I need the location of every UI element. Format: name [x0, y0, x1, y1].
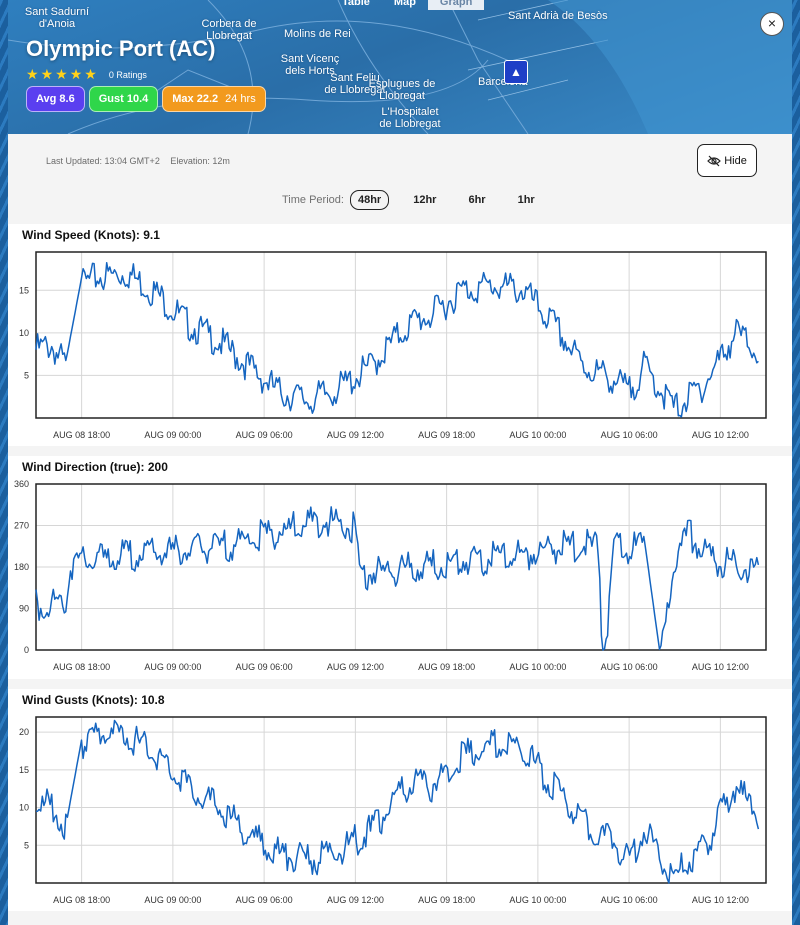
- chart-title: Wind Direction (true): 200: [22, 460, 168, 474]
- series-line: [35, 719, 760, 884]
- wind-direction-section: Wind Direction (true): 200 AUG 08 18:00 A…: [8, 456, 792, 679]
- map-label: Molins de Rei: [284, 28, 351, 40]
- x-tick-label: AUG 08 18:00: [53, 895, 110, 905]
- x-tick-label: AUG 09 00:00: [144, 895, 201, 905]
- tab-table[interactable]: Table: [342, 0, 370, 8]
- chart-title: Wind Gusts (Knots): 10.8: [22, 693, 165, 707]
- wind-direction-chart[interactable]: AUG 08 18:00 AUG 09 00:00 AUG 09 06:00 AUG …: [8, 456, 792, 679]
- plot-frame: [35, 251, 767, 419]
- x-tick-label: AUG 10 00:00: [509, 430, 566, 440]
- x-tick-label: AUG 09 06:00: [236, 895, 293, 905]
- y-tick-label: 0: [24, 645, 29, 655]
- y-tick-label: 15: [19, 285, 29, 295]
- last-updated: Last Updated: 13:04 GMT+2: [46, 156, 160, 166]
- x-tick-label: AUG 10 12:00: [692, 895, 749, 905]
- y-tick-label: 5: [24, 840, 29, 850]
- elevation: Elevation: 12m: [170, 156, 230, 166]
- y-tick-label: 5: [24, 370, 29, 380]
- time-period-selector: Time Period: 48hr 12hr 6hr 1hr: [282, 190, 543, 210]
- view-tabs: Table Map Graph: [330, 0, 485, 10]
- plot-frame: [35, 716, 767, 884]
- wind-arrow-icon[interactable]: ▲: [504, 60, 528, 84]
- station-meta: Last Updated: 13:04 GMT+2 Elevation: 12m: [46, 156, 230, 166]
- map-label: Sant Feliu de Llobregat: [324, 72, 386, 96]
- max-badge: Max 22.2 24 hrs: [162, 86, 266, 112]
- series-line: [35, 261, 759, 418]
- star-icon[interactable]: ★: [69, 66, 83, 82]
- x-tick-label: AUG 09 00:00: [144, 662, 201, 672]
- x-tick-label: AUG 09 18:00: [418, 662, 475, 672]
- x-tick-label: AUG 10 06:00: [601, 662, 658, 672]
- max-period: 24 hrs: [225, 93, 256, 105]
- map-label: Corbera de Llobregat: [201, 18, 257, 42]
- map-label: L'Hospitalet de Llobregat: [379, 106, 441, 130]
- y-tick-label: 360: [14, 479, 29, 489]
- x-tick-label: AUG 09 12:00: [327, 430, 384, 440]
- tab-map[interactable]: Map: [393, 0, 416, 8]
- divider: [8, 679, 792, 689]
- x-tick-label: AUG 10 06:00: [601, 430, 658, 440]
- x-tick-label: AUG 09 06:00: [236, 430, 293, 440]
- wind-speed-chart[interactable]: AUG 08 18:00 AUG 09 00:00 AUG 09 06:00 AUG …: [8, 224, 792, 446]
- star-icon[interactable]: ★: [55, 66, 68, 82]
- star-icon[interactable]: ★: [26, 66, 39, 82]
- y-tick-label: 10: [19, 803, 29, 813]
- tab-graph[interactable]: Graph: [427, 0, 485, 10]
- wind-gusts-section: Wind Gusts (Knots): 10.8 AUG 08 18:00 AUG…: [8, 689, 792, 911]
- x-tick-label: AUG 09 18:00: [418, 895, 475, 905]
- eye-off-icon: [707, 155, 722, 166]
- station-title: Olympic Port (AC): [26, 36, 216, 61]
- plot-frame: [35, 483, 767, 651]
- map-header[interactable]: Table Map Graph Sant Sadurní d'Anoia Cor…: [8, 0, 792, 134]
- x-tick-label: AUG 09 06:00: [236, 662, 293, 672]
- x-tick-label: AUG 10 00:00: [509, 662, 566, 672]
- time-period-label: Time Period:: [282, 194, 344, 206]
- rating-stars[interactable]: ★ ★ ★ ★ ★ 0 Ratings: [26, 66, 147, 83]
- close-button[interactable]: ×: [760, 12, 784, 36]
- period-option-12hr[interactable]: 12hr: [413, 194, 437, 206]
- divider: [8, 446, 792, 456]
- period-option-48hr[interactable]: 48hr: [349, 190, 390, 210]
- x-tick-label: AUG 08 18:00: [53, 430, 110, 440]
- y-tick-label: 20: [19, 727, 29, 737]
- station-panel: Last Updated: 13:04 GMT+2 Elevation: 12m…: [8, 134, 792, 925]
- max-value: Max 22.2: [172, 93, 219, 105]
- series-line: [35, 506, 760, 651]
- map-label: Sant Sadurní d'Anoia: [24, 6, 90, 30]
- y-tick-label: 180: [14, 562, 29, 572]
- x-tick-label: AUG 10 00:00: [509, 895, 566, 905]
- map-label: Sant Adrià de Besòs: [508, 10, 608, 22]
- y-tick-label: 90: [19, 604, 29, 614]
- map-label: Sant Vicenç dels Horts: [280, 53, 340, 77]
- y-tick-label: 270: [14, 521, 29, 531]
- hide-label: Hide: [724, 154, 747, 167]
- divider: [8, 214, 792, 224]
- y-tick-label: 10: [19, 328, 29, 338]
- avg-badge: Avg 8.6: [26, 86, 85, 112]
- x-tick-label: AUG 09 12:00: [327, 662, 384, 672]
- x-tick-label: AUG 10 06:00: [601, 895, 658, 905]
- x-tick-label: AUG 09 12:00: [327, 895, 384, 905]
- y-tick-label: 15: [19, 765, 29, 775]
- ratings-count: 0 Ratings: [108, 69, 147, 80]
- x-tick-label: AUG 10 12:00: [692, 430, 749, 440]
- x-tick-label: AUG 09 18:00: [418, 430, 475, 440]
- x-tick-label: AUG 08 18:00: [53, 662, 110, 672]
- star-icon[interactable]: ★: [84, 66, 97, 82]
- wind-speed-section: Wind Speed (Knots): 9.1 AUG 08 18:00 AUG …: [8, 224, 792, 446]
- hide-button[interactable]: Hide: [697, 144, 757, 177]
- x-tick-label: AUG 09 00:00: [144, 430, 201, 440]
- period-option-1hr[interactable]: 1hr: [517, 194, 535, 206]
- period-option-6hr[interactable]: 6hr: [468, 194, 486, 206]
- chart-title: Wind Speed (Knots): 9.1: [22, 228, 160, 242]
- star-icon[interactable]: ★: [40, 66, 54, 82]
- summary-pills: Avg 8.6 Gust 10.4 Max 22.2 24 hrs: [26, 86, 266, 112]
- gust-badge: Gust 10.4: [88, 86, 159, 112]
- map-label: Esplugues de Llobregat: [368, 78, 436, 102]
- wind-gusts-chart[interactable]: AUG 08 18:00 AUG 09 00:00 AUG 09 06:00 AUG …: [8, 689, 792, 911]
- x-tick-label: AUG 10 12:00: [692, 662, 749, 672]
